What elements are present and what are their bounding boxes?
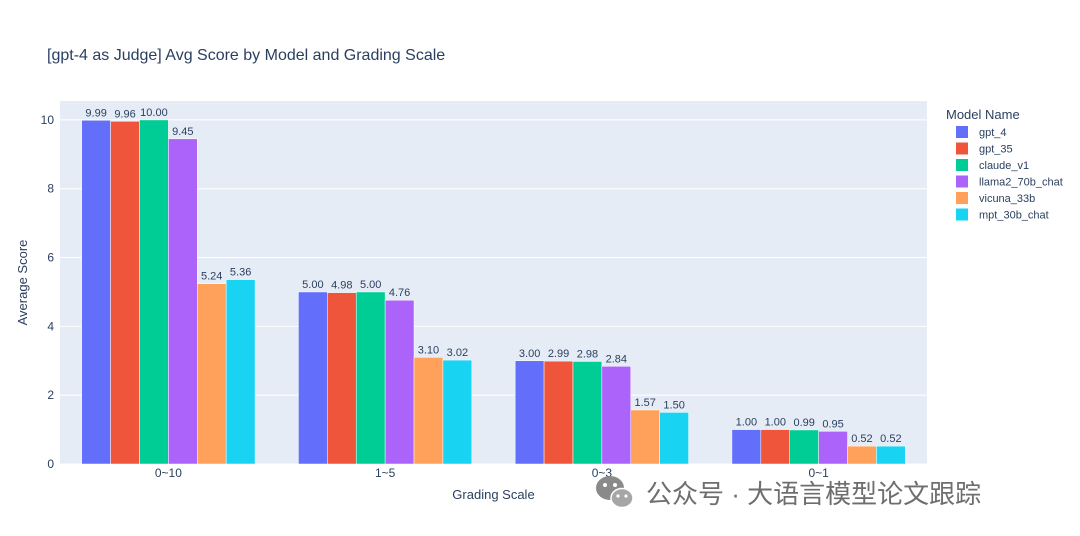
bar-label: 5.36 bbox=[230, 267, 251, 279]
bar-label: 5.00 bbox=[360, 279, 381, 291]
legend-swatch bbox=[956, 192, 968, 204]
bar-label: 5.00 bbox=[302, 279, 323, 291]
bar-gpt_4-3[interactable] bbox=[731, 429, 762, 465]
bar-mpt_30b_chat-0[interactable] bbox=[225, 279, 256, 465]
bar-label: 0.95 bbox=[822, 418, 843, 430]
legend-swatch bbox=[956, 175, 968, 188]
x-axis-ticks: 0~10 1~5 0~3 0~1 bbox=[155, 466, 829, 480]
y-tick-label: 0 bbox=[47, 457, 54, 471]
x-axis-title: Grading Scale bbox=[452, 487, 534, 502]
legend-item-label[interactable]: vicuna_33b bbox=[979, 193, 1035, 205]
bar-label: 0.99 bbox=[793, 417, 814, 429]
bar-llama2_70b_chat-3[interactable] bbox=[818, 431, 848, 465]
x-tick-label: 0~10 bbox=[155, 466, 182, 480]
bar-gpt_35-1[interactable] bbox=[327, 292, 357, 465]
bar-llama2_70b_chat-0[interactable] bbox=[168, 138, 198, 465]
bar-label: 9.96 bbox=[114, 108, 135, 120]
legend-swatch bbox=[956, 142, 968, 155]
legend-swatch bbox=[956, 126, 968, 138]
legend-item-label[interactable]: gpt_4 bbox=[979, 127, 1007, 139]
bar-claude_v1-0[interactable] bbox=[139, 119, 169, 465]
bar-mpt_30b_chat-1[interactable] bbox=[442, 359, 473, 465]
y-axis-title: Average Score bbox=[15, 240, 30, 326]
bar-gpt_4-1[interactable] bbox=[298, 291, 328, 465]
bar-label: 1.50 bbox=[663, 399, 684, 411]
y-tick-label: 2 bbox=[47, 388, 54, 402]
bar-label: 0.52 bbox=[851, 433, 872, 445]
legend-swatch bbox=[956, 208, 968, 221]
bar-llama2_70b_chat-2[interactable] bbox=[601, 366, 632, 465]
bar-label: 10.00 bbox=[140, 107, 168, 119]
bar-gpt_35-3[interactable] bbox=[760, 429, 790, 465]
bar-label: 0.52 bbox=[880, 433, 901, 445]
watermark-text: 公众号 · 大语言模型论文跟踪 bbox=[646, 479, 981, 509]
wechat-icon bbox=[596, 476, 634, 509]
bar-gpt_4-2[interactable] bbox=[514, 360, 545, 465]
y-tick-label: 4 bbox=[47, 319, 54, 333]
bar-label: 3.02 bbox=[447, 347, 468, 359]
bar-vicuna_33b-0[interactable] bbox=[197, 283, 227, 465]
bar-label: 4.76 bbox=[389, 287, 410, 299]
bar-label: 9.99 bbox=[85, 107, 106, 119]
legend-item-label[interactable]: mpt_30b_chat bbox=[979, 210, 1049, 222]
bar-vicuna_33b-3[interactable] bbox=[847, 445, 877, 465]
bar-label: 2.84 bbox=[606, 353, 627, 365]
bar-vicuna_33b-1[interactable] bbox=[413, 357, 444, 465]
bar-llama2_70b_chat-1[interactable] bbox=[384, 299, 415, 465]
bar-mpt_30b_chat-2[interactable] bbox=[659, 412, 689, 465]
x-tick-label: 0~1 bbox=[808, 466, 829, 480]
bar-mpt_30b_chat-3[interactable] bbox=[876, 445, 906, 465]
bar-label: 1.57 bbox=[635, 397, 656, 409]
legend-item-label[interactable]: gpt_35 bbox=[979, 144, 1013, 156]
bar-vicuna_33b-2[interactable] bbox=[630, 409, 660, 465]
bar-gpt_4-0[interactable] bbox=[81, 120, 111, 465]
legend-item-label[interactable]: llama2_70b_chat bbox=[979, 177, 1063, 189]
bar-label: 5.24 bbox=[201, 271, 222, 283]
legend-item-label[interactable]: claude_v1 bbox=[979, 160, 1029, 172]
y-tick-label: 10 bbox=[41, 113, 55, 127]
bar-label: 3.00 bbox=[519, 348, 540, 360]
bar-claude_v1-2[interactable] bbox=[572, 361, 603, 465]
legend-title: Model Name bbox=[946, 107, 1020, 122]
bar-label: 1.00 bbox=[765, 417, 786, 429]
watermark: 公众号 · 大语言模型论文跟踪 bbox=[596, 476, 981, 509]
x-tick-label: 1~5 bbox=[375, 466, 396, 480]
bar-label: 9.45 bbox=[172, 126, 193, 138]
bar-label: 3.10 bbox=[418, 344, 439, 356]
bars bbox=[81, 119, 906, 465]
bar-label: 4.98 bbox=[331, 280, 352, 292]
bar-gpt_35-2[interactable] bbox=[543, 360, 574, 465]
y-axis-ticks: 0 2 4 6 8 10 bbox=[41, 113, 55, 471]
bar-claude_v1-3[interactable] bbox=[789, 429, 819, 465]
chart-title: [gpt-4 as Judge] Avg Score by Model and … bbox=[47, 47, 445, 64]
bar-labels: 9.99 9.96 10.00 9.45 5.24 5.36 5.00 4.98 5.00 4.7… bbox=[85, 107, 901, 445]
bar-claude_v1-1[interactable] bbox=[355, 291, 386, 465]
y-tick-label: 8 bbox=[47, 182, 54, 196]
bar-label: 1.00 bbox=[736, 417, 757, 429]
bar-gpt_35-0[interactable] bbox=[110, 121, 140, 465]
bar-label: 2.98 bbox=[577, 348, 598, 360]
y-tick-label: 6 bbox=[47, 251, 54, 265]
legend-swatch bbox=[956, 159, 968, 171]
bar-label: 2.99 bbox=[548, 348, 569, 360]
legend[interactable]: Model Name gpt_4 gpt_35 claude_v1 llama2_70… bbox=[946, 107, 1063, 222]
